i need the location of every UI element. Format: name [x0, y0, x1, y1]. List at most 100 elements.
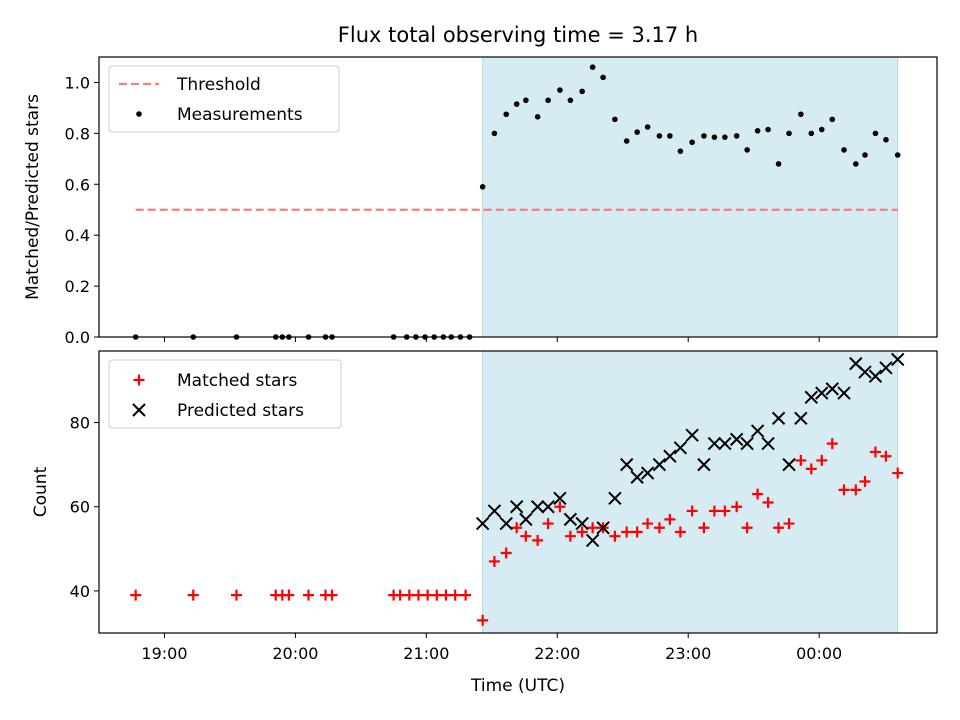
predicted-star-point	[619, 457, 634, 472]
y-tick-label: 80	[70, 414, 90, 433]
predicted-star-point	[740, 436, 754, 451]
matched-star-point	[719, 505, 731, 517]
matched-star-point	[653, 522, 665, 534]
predicted-star-point	[475, 516, 490, 531]
measurement-point	[744, 147, 750, 153]
y-tick-label: 0.6	[65, 175, 90, 194]
measurement-point	[523, 97, 529, 104]
bottom-shaded-span	[482, 350, 899, 634]
predicted-star-point	[509, 500, 524, 514]
matched-star-point	[230, 589, 242, 601]
measurement-point	[600, 74, 606, 81]
measurement-point	[786, 130, 792, 137]
measurement-point	[513, 101, 520, 107]
measurement-point	[612, 116, 618, 123]
predicted-star-point	[718, 436, 732, 451]
legend-matched-label: Matched stars	[177, 371, 297, 391]
measurement-point	[872, 130, 879, 137]
legend-box	[108, 359, 342, 429]
matched-star-point	[698, 522, 710, 534]
measurement-point	[841, 147, 847, 153]
measurement-point	[623, 138, 630, 144]
bottom-legend: Matched stars Predicted stars	[108, 359, 342, 429]
measurement-point	[479, 184, 486, 190]
measurement-point	[808, 130, 815, 137]
top-y-axis-label: Matched/Predicted stars	[23, 94, 43, 300]
matched-star-point	[564, 530, 576, 542]
matched-star-point	[576, 526, 588, 538]
bottom-y-axis-label: Count	[31, 466, 51, 517]
matched-star-point	[500, 547, 512, 559]
bottom-axis-ticks: 40 60 80 19:00 20:00 21:00 22:00 23:00 00:00	[70, 414, 843, 663]
measurement-point	[667, 133, 673, 139]
matched-star-point	[850, 484, 862, 496]
y-tick-label: 0.4	[65, 226, 90, 245]
matched-star-point	[838, 484, 850, 496]
matched-star-point	[826, 438, 838, 450]
predicted-star-point	[782, 457, 796, 472]
measurement-point	[656, 133, 663, 139]
measurement-point	[853, 161, 859, 167]
legend-predicted-swatch	[132, 403, 146, 417]
chart-title: Flux total observing time = 3.17 h	[338, 23, 698, 47]
x-tick-label: 19:00	[141, 644, 187, 663]
measurement-point	[894, 152, 901, 158]
matched-star-point	[520, 530, 532, 542]
predicted-star-point	[663, 449, 677, 463]
bottom-axes-frame	[98, 350, 938, 634]
matched-star-point	[283, 589, 295, 601]
predicted-star-point	[608, 491, 622, 506]
matched-star-point	[631, 526, 643, 538]
measurement-point	[644, 124, 651, 130]
predicted-star-point	[519, 512, 533, 527]
bottom-panel: 40 60 80 19:00 20:00 21:00 22:00 23:00 00:00 Cou…	[31, 350, 938, 663]
matched-star-point	[880, 450, 892, 462]
bottom-plot-marks	[130, 352, 905, 626]
legend-measurements-label: Measurements	[177, 105, 303, 125]
measurement-point	[534, 114, 541, 120]
matched-star-point	[326, 589, 338, 601]
measurement-point	[775, 161, 782, 167]
predicted-star-point	[596, 521, 610, 535]
predicted-star-point	[685, 428, 699, 442]
matched-star-point	[816, 454, 828, 466]
predicted-star-point	[879, 361, 893, 375]
measurement-point	[579, 88, 585, 95]
measurement-point	[711, 134, 718, 140]
measurement-point	[765, 126, 771, 133]
measurement-point	[567, 97, 574, 104]
matched-star-point	[130, 589, 142, 601]
x-tick-label: 23:00	[665, 644, 711, 663]
measurement-point	[677, 148, 684, 154]
matched-star-point	[752, 488, 764, 500]
y-tick-label: 0.0	[65, 328, 90, 347]
predicted-star-point	[868, 369, 883, 383]
predicted-star-point	[640, 466, 655, 480]
predicted-star-point	[729, 432, 744, 447]
matched-star-point	[731, 501, 743, 513]
measurement-point	[557, 87, 563, 93]
shaded-observing-span	[482, 56, 899, 338]
measurement-point	[634, 129, 640, 135]
top-axes-frame	[98, 56, 938, 338]
x-tick-label: 00:00	[796, 644, 842, 663]
predicted-star-point	[891, 352, 905, 367]
predicted-star-point	[825, 382, 839, 396]
matched-star-point	[664, 513, 676, 525]
matched-star-point	[686, 505, 698, 517]
predicted-star-point	[858, 365, 872, 379]
matched-star-point	[674, 526, 686, 538]
measurement-point	[798, 111, 804, 118]
measurement-point	[689, 139, 695, 146]
matched-star-point	[542, 518, 554, 530]
matched-star-point	[783, 518, 795, 530]
predicted-star-point	[553, 491, 567, 506]
matched-star-point	[762, 497, 774, 509]
y-tick-label: 0.2	[65, 277, 90, 296]
predicted-star-point	[771, 411, 786, 426]
matched-star-point	[303, 589, 314, 601]
matched-star-point	[642, 518, 654, 530]
x-tick-label: 22:00	[534, 644, 580, 663]
predicted-star-point	[530, 500, 545, 514]
